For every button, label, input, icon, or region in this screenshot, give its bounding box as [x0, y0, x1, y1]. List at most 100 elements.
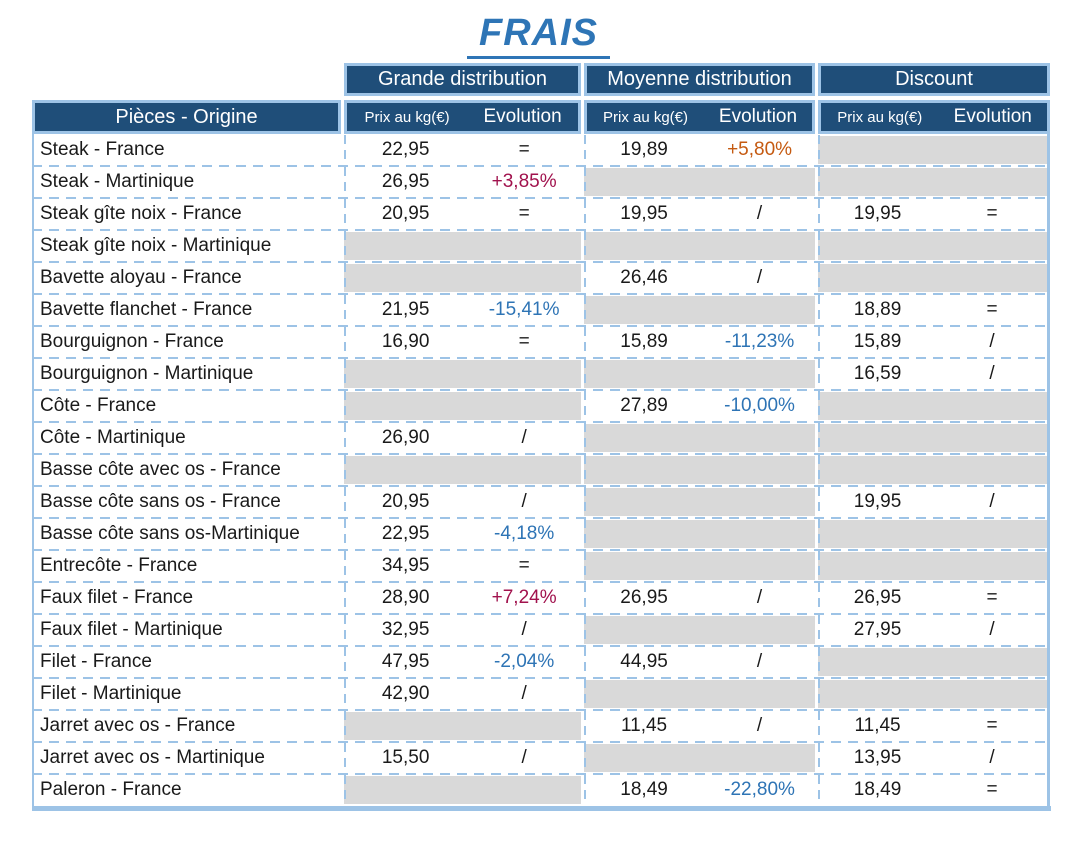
empty-cell [584, 230, 815, 262]
piece-origin-label: Steak - France [32, 134, 341, 166]
piece-origin-label: Jarret avec os - France [32, 710, 341, 742]
price-evolution-cell: 44,95 / [584, 646, 815, 678]
price-evolution-cell: 15,50 / [344, 742, 581, 774]
price-value: 15,50 [381, 747, 430, 768]
price-value: 44,95 [620, 651, 668, 672]
table-row: Jarret avec os - Martinique 15,50 / 13,95 / [32, 742, 1051, 775]
evolution-value: / [989, 747, 995, 768]
price-column-label: Prix au kg(€) [602, 108, 689, 126]
evolution-value: / [989, 363, 995, 384]
table-row: Côte - Martinique 26,90 / [32, 422, 1051, 455]
price-evolution-cell: 15,89 / [818, 326, 1050, 358]
price-value: 26,95 [381, 171, 430, 192]
price-value: 19,95 [853, 203, 902, 224]
evolution-value: +3,85% [491, 171, 557, 192]
price-evolution-cell: 28,90 +7,24% [344, 582, 581, 614]
price-value: 26,46 [620, 267, 668, 288]
price-evolution-cell: 19,95 = [818, 198, 1050, 230]
price-value: 26,95 [620, 587, 668, 608]
empty-cell [344, 710, 581, 742]
evolution-value: = [986, 587, 998, 608]
table-row: Faux filet - France 28,90 +7,24% 26,95/26,9… [32, 582, 1051, 615]
evolution-value: / [989, 331, 995, 352]
evolution-value: -22,80% [724, 779, 795, 800]
price-value: 27,89 [620, 395, 668, 416]
price-evolution-cell: 22,95 -4,18% [344, 518, 581, 550]
price-value: 42,90 [381, 683, 430, 704]
price-evolution-cell: 19,89 +5,80% [584, 134, 815, 166]
price-evolution-cell: 20,95 / [344, 486, 581, 518]
piece-origin-label: Jarret avec os - Martinique [32, 742, 341, 774]
title-container: FRAIS [0, 0, 1077, 63]
evolution-value: / [989, 619, 995, 640]
price-evolution-cell: 16,59 / [818, 358, 1050, 390]
table-row: Basse côte avec os - France [32, 454, 1051, 487]
price-value: 11,45 [620, 715, 668, 736]
price-column-label: Prix au kg(€) [364, 108, 450, 126]
sub-header-discount: Prix au kg(€) Evolution [818, 100, 1050, 134]
table-row: Bourguignon - Martinique 16,59 / [32, 358, 1051, 391]
price-value: 16,90 [381, 331, 430, 352]
table-row: Steak gîte noix - Martinique [32, 230, 1051, 263]
evolution-value: -2,04% [494, 651, 555, 672]
price-evolution-cell: 16,90 = [344, 326, 581, 358]
table-row: Steak - France 22,95 = 19,89 +5,80% [32, 134, 1051, 167]
empty-cell [818, 550, 1050, 582]
page-title: FRAIS [467, 12, 610, 59]
evolution-value: / [989, 491, 995, 512]
table-row: Filet - Martinique 42,90 / [32, 678, 1051, 711]
pieces-origin-header: Pièces - Origine [32, 100, 341, 134]
empty-cell [584, 614, 815, 646]
piece-origin-label: Faux filet - France [32, 582, 341, 614]
evolution-value: = [518, 139, 530, 160]
sub-header-row: Pièces - Origine Prix au kg(€) Evolution… [32, 100, 1051, 134]
table-row: Bourguignon - France 16,90 = 15,89 -11,23% 15… [32, 326, 1051, 359]
table-row: Paleron - France 18,49 -22,80% 18,49 = [32, 774, 1051, 806]
price-value: 13,95 [853, 747, 902, 768]
empty-cell [584, 358, 815, 390]
empty-cell [818, 166, 1050, 198]
price-evolution-cell: 22,95 = [344, 134, 581, 166]
price-value: 11,45 [854, 715, 901, 736]
piece-origin-label: Steak gîte noix - France [32, 198, 341, 230]
evolution-value: / [756, 715, 763, 736]
empty-cell [818, 678, 1050, 710]
evolution-value: = [986, 203, 998, 224]
piece-origin-label: Basse côte sans os - France [32, 486, 341, 518]
evolution-value: / [521, 747, 527, 768]
price-evolution-cell: 27,89 -10,00% [584, 390, 815, 422]
evolution-value: = [518, 331, 530, 352]
piece-origin-label: Paleron - France [32, 774, 341, 806]
price-evolution-cell: 26,90 / [344, 422, 581, 454]
empty-cell [818, 518, 1050, 550]
price-evolution-cell: 18,49 = [818, 774, 1050, 806]
evolution-value: -15,41% [488, 299, 560, 320]
piece-origin-label: Steak gîte noix - Martinique [32, 230, 341, 262]
piece-origin-label: Bourguignon - France [32, 326, 341, 358]
price-evolution-cell: 11,45 / [584, 710, 815, 742]
piece-origin-label: Bavette flanchet - France [32, 294, 341, 326]
evolution-value: +5,80% [727, 139, 793, 160]
price-evolution-cell: 13,95 / [818, 742, 1050, 774]
price-evolution-cell: 26,95 = [818, 582, 1050, 614]
piece-origin-label: Bavette aloyau - France [32, 262, 341, 294]
price-value: 19,95 [853, 491, 902, 512]
evolution-value: = [518, 555, 530, 576]
price-evolution-cell: 34,95 = [344, 550, 581, 582]
price-evolution-cell: 32,95 / [344, 614, 581, 646]
price-evolution-cell: 11,45 = [818, 710, 1050, 742]
evolution-value: = [518, 203, 530, 224]
empty-cell [584, 166, 815, 198]
table-row: Bavette aloyau - France 26,46 / [32, 262, 1051, 295]
piece-origin-label: Côte - Martinique [32, 422, 341, 454]
empty-cell [818, 134, 1050, 166]
price-value: 18,49 [853, 779, 902, 800]
price-evolution-cell: 26,46 / [584, 262, 815, 294]
table-row: Steak gîte noix - France 20,95 = 19,95/19,9… [32, 198, 1051, 231]
empty-cell [344, 262, 581, 294]
empty-cell [818, 390, 1050, 422]
table-row: Faux filet - Martinique 32,95 / 27,95 / [32, 614, 1051, 647]
price-value: 20,95 [381, 203, 430, 224]
evolution-value: / [756, 651, 763, 672]
table-body: Steak - France 22,95 = 19,89 +5,80% Steak - M… [32, 134, 1051, 811]
